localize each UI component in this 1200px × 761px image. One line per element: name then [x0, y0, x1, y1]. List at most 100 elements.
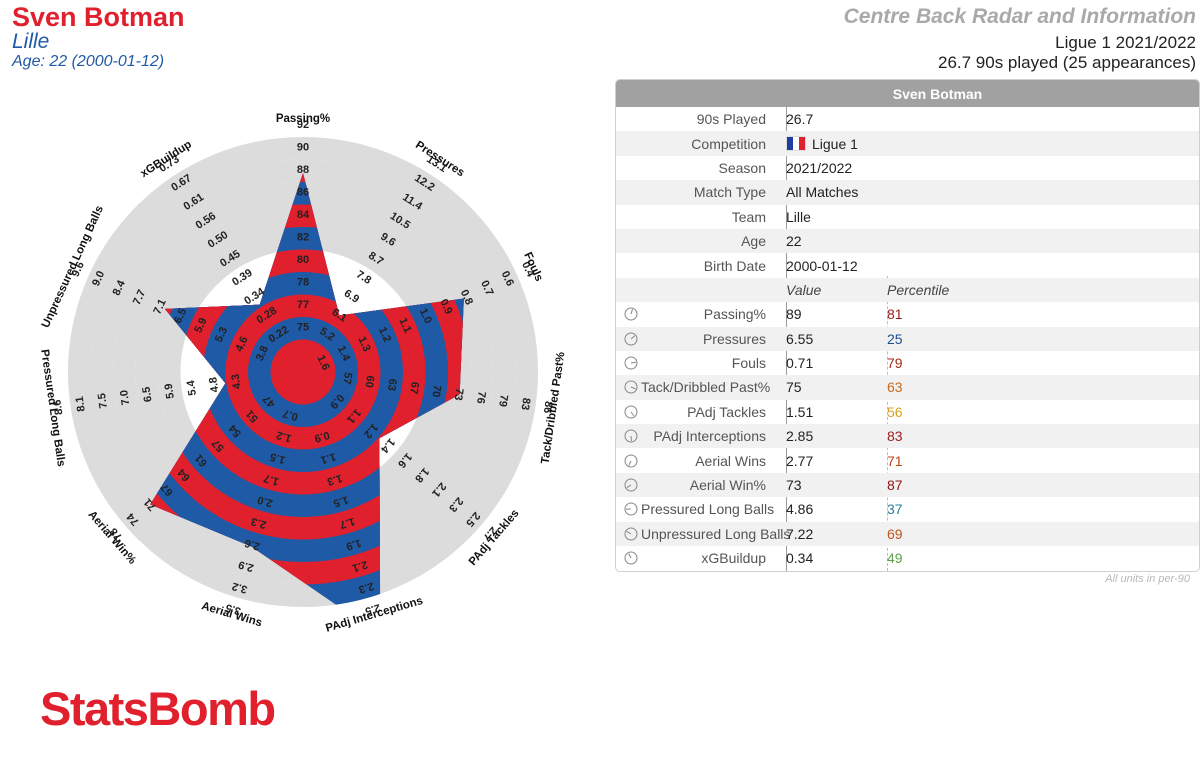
info-label: Competition — [691, 135, 766, 152]
stat-value: 89 — [786, 306, 802, 323]
stat-row: Passing% 89 81 — [616, 302, 1199, 326]
gauge-icon — [621, 356, 641, 370]
stat-value: 6.55 — [786, 330, 814, 347]
stat-percentile: 56 — [887, 403, 903, 420]
radar-tick-label: 75 — [297, 321, 309, 333]
radar-tick-label: 7.1 — [151, 297, 168, 316]
stat-percentile: 25 — [887, 330, 903, 347]
statsbomb-logo: StatsBomb — [40, 682, 276, 735]
units-note: All units in per-90 — [1105, 573, 1190, 585]
radar-tick-label: 0.7 — [281, 407, 299, 423]
stat-label: Pressures — [702, 330, 766, 347]
radar-tick-label: 5.9 — [192, 316, 209, 335]
radar-tick-label: 0.8 — [458, 288, 475, 307]
radar-tick-label: 1.3 — [326, 472, 344, 488]
played-line: 26.7 90s played (25 appearances) — [937, 53, 1196, 72]
stat-percentile: 83 — [887, 428, 903, 445]
info-row: 90s Played 26.7 — [616, 107, 1199, 131]
radar-tick-label: 82 — [297, 231, 309, 243]
stat-value: 0.34 — [786, 550, 814, 567]
stat-row: PAdj Tackles 1.51 56 — [616, 400, 1199, 424]
stat-percentile: 69 — [887, 525, 903, 542]
gauge-icon — [621, 478, 641, 492]
radar-tick-label: 1.7 — [338, 515, 356, 531]
radar-tick-label: 90 — [297, 141, 309, 153]
radar-tick-label: 83 — [518, 397, 532, 411]
radar-tick-label: 2.5 — [364, 601, 382, 617]
stat-row: Pressures 6.55 25 — [616, 326, 1199, 351]
stat-value: 2.85 — [786, 428, 814, 445]
info-label: Team — [731, 208, 766, 225]
radar-tick-label: 1.2 — [376, 325, 393, 344]
info-value: 22 — [786, 233, 802, 250]
info-row: Match Type All Matches — [616, 180, 1199, 205]
radar-tick-label: 2.0 — [256, 493, 274, 509]
competition-line: Ligue 1 2021/2022 — [1055, 33, 1196, 52]
gauge-icon — [621, 332, 641, 346]
radar-tick-label: 4.8 — [207, 376, 221, 393]
table-title: Sven Botman — [616, 80, 1199, 107]
stat-percentile: 87 — [887, 477, 903, 494]
info-label: Season — [718, 159, 766, 176]
radar-tick-label: 1.4 — [378, 436, 398, 456]
radar-tick-label: 67 — [407, 381, 421, 395]
radar-tick-label: 4.3 — [230, 373, 244, 390]
stat-row: Aerial Win% 73 87 — [616, 472, 1199, 498]
info-row: Season 2021/2022 — [616, 156, 1199, 180]
radar-ring — [68, 137, 538, 607]
info-value: 2021/2022 — [786, 159, 853, 176]
stat-label: Tack/Dribbled Past% — [641, 379, 771, 396]
percentile-column-header: Percentile — [887, 281, 950, 298]
info-row: Birth Date 2000-01-12 — [616, 253, 1199, 277]
radar-tick-label: 1.3 — [355, 335, 372, 354]
radar-tick-label: 0.9 — [313, 428, 331, 444]
competition-value: Ligue 1 — [812, 135, 858, 152]
stat-value: 2.77 — [786, 452, 814, 469]
info-value: Lille — [786, 208, 811, 225]
radar-tick-label: 2.3 — [357, 580, 375, 596]
stat-value: 75 — [786, 379, 802, 396]
radar-tick-label: 1.0 — [417, 307, 434, 326]
stat-row: Tack/Dribbled Past% 75 63 — [616, 375, 1199, 400]
team-name: Lille — [12, 30, 50, 53]
stat-row: Pressured Long Balls 4.86 37 — [616, 497, 1199, 521]
info-value: 2000-01-12 — [786, 257, 858, 274]
stat-label: Passing% — [703, 306, 766, 323]
stats-column-header: Value Percentile — [616, 277, 1199, 303]
gauge-icon — [621, 405, 641, 419]
gauge-icon — [621, 502, 641, 516]
radar-tick-label: 92 — [297, 119, 309, 131]
stat-row: PAdj Interceptions 2.85 83 — [616, 424, 1199, 449]
info-value: 26.7 — [786, 111, 814, 128]
percentile-divider — [887, 276, 888, 571]
radar-tick-label: 1.7 — [262, 472, 280, 488]
player-name: Sven Botman — [12, 2, 185, 32]
radar-tick-label: 6.5 — [172, 307, 189, 326]
radar-tick-label: 73 — [452, 387, 466, 401]
stat-row: Fouls 0.71 79 — [616, 351, 1199, 375]
stat-percentile: 37 — [887, 501, 903, 518]
stat-percentile: 81 — [887, 306, 903, 323]
radar-tick-label: 1.5 — [269, 450, 287, 466]
radar-tick-label: 70 — [429, 384, 443, 398]
radar-tick-label: 79 — [496, 394, 510, 408]
radar-chart: 757778808284868890925.26.16.97.88.79.610… — [38, 113, 567, 635]
radar-tick-label: 2.1 — [351, 558, 369, 574]
radar-tick-label: 86 — [297, 186, 309, 198]
radar-tick-label: 3.5 — [224, 601, 242, 617]
radar-tick-label: 2.6 — [243, 536, 261, 552]
stat-percentile: 63 — [887, 379, 903, 396]
info-label: Age — [741, 233, 766, 250]
radar-tick-label: 80 — [297, 254, 309, 266]
radar-tick-label: 9.6 — [70, 260, 87, 279]
radar-tick-label: 3.8 — [254, 344, 271, 363]
value-column-header: Value — [786, 281, 822, 298]
radar-tick-label: 9.0 — [90, 269, 107, 288]
radar-tick-label: 4.6 — [233, 335, 250, 354]
france-flag-icon — [786, 136, 806, 152]
radar-tick-label: 86 — [541, 400, 555, 414]
info-label: 90s Played — [696, 111, 766, 128]
info-value: All Matches — [786, 184, 859, 201]
stat-label: PAdj Interceptions — [653, 428, 766, 445]
radar-tick-label: 5.9 — [163, 383, 177, 400]
